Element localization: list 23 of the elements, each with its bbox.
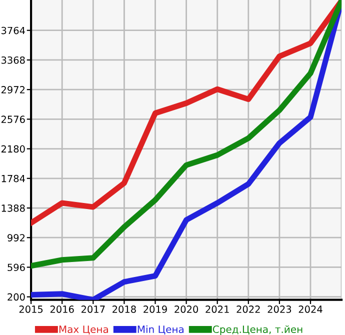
y-tick-label: 2180 — [1, 145, 25, 153]
legend-label: Max Цена — [59, 326, 108, 334]
x-tick-label: 2017 — [81, 306, 105, 313]
x-tick-label: 2021 — [206, 306, 229, 313]
y-tick-label: 3764 — [1, 26, 25, 34]
y-tick-label: 200 — [8, 293, 25, 301]
legend-label: Сред.Цена, т.йен — [212, 325, 302, 335]
y-tick-label: 3368 — [1, 56, 25, 64]
x-tick-label: 2018 — [112, 306, 136, 313]
y-tick-label: 2576 — [1, 116, 25, 124]
y-tick-label: 992 — [8, 234, 25, 242]
y-tick-label: 1388 — [2, 204, 25, 212]
y-tick-label: 1784 — [2, 174, 25, 182]
x-tick-label: 2015 — [19, 306, 43, 313]
x-tick-label: 2024 — [298, 306, 322, 313]
y-tick-label: 596 — [8, 264, 25, 272]
x-tick-label: 2019 — [144, 306, 167, 313]
x-tick-label: 2020 — [174, 306, 198, 313]
x-tick-label: 2023 — [268, 306, 292, 313]
x-tick-label: 2016 — [50, 306, 74, 313]
legend-label: Min Цена — [138, 325, 184, 334]
x-tick-label: 2022 — [236, 306, 260, 313]
y-tick-label: 2972 — [1, 86, 25, 94]
